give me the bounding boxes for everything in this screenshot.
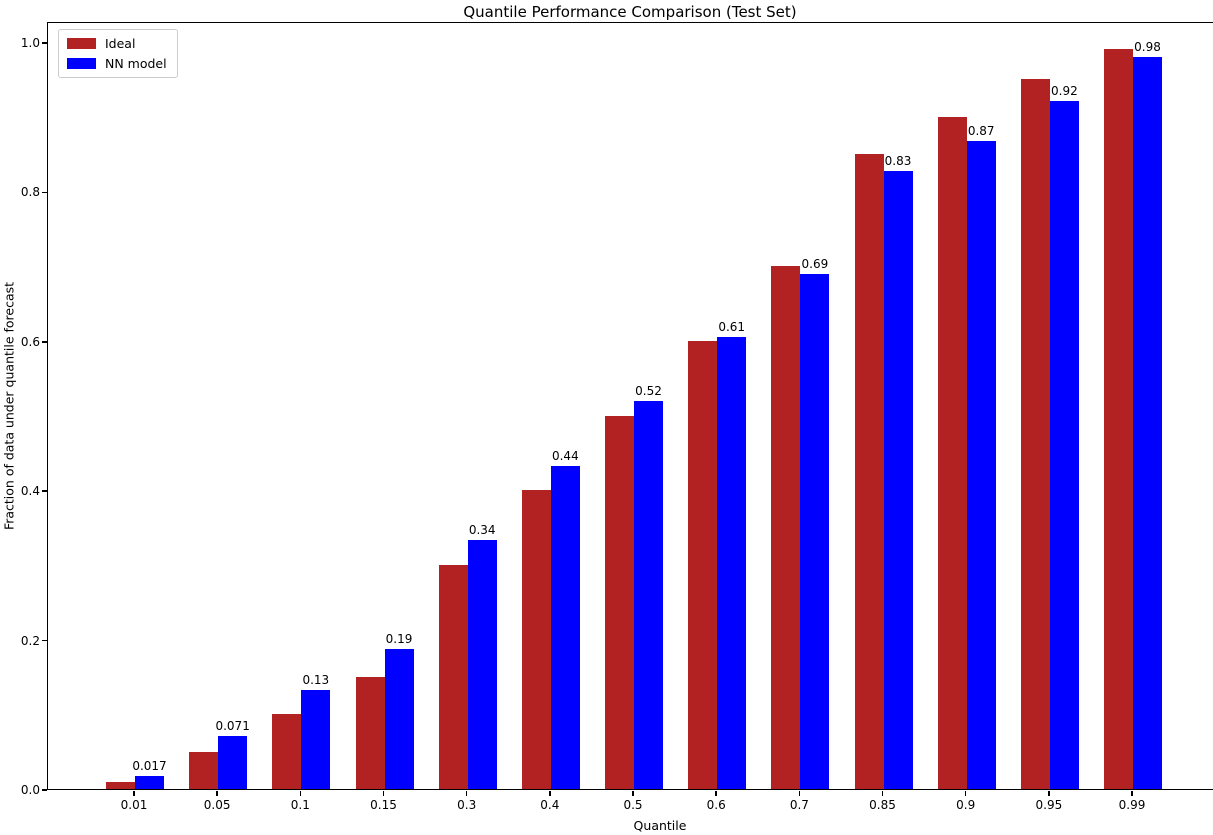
x-tick-mark	[382, 791, 385, 796]
ideal-bar	[605, 415, 635, 789]
ideal-bar	[272, 714, 302, 789]
ideal-bar	[438, 564, 468, 789]
x-tick-label: 0.01	[120, 798, 148, 812]
y-tick-label: 0.6	[20, 334, 40, 349]
nn-model-bar	[384, 648, 414, 789]
nn-model-bar	[966, 140, 996, 789]
nn-model-bar	[467, 539, 497, 789]
y-tick-label: 0.8	[20, 185, 40, 200]
bar-value-label: 0.34	[468, 522, 496, 537]
y-tick-mark	[42, 789, 47, 791]
legend-swatch-icon	[67, 38, 96, 49]
y-tick-mark	[42, 490, 47, 492]
legend-item: Ideal	[67, 36, 167, 51]
nn-model-bar	[218, 735, 248, 789]
x-axis-label: Quantile	[633, 818, 687, 833]
x-tick-mark	[1131, 791, 1133, 796]
x-tick-label: 0.5	[623, 798, 643, 812]
x-tick-label: 0.85	[869, 798, 896, 812]
x-tick-mark	[632, 791, 634, 796]
x-tick-label: 0.15	[370, 798, 397, 812]
legend-swatch-icon	[67, 58, 96, 69]
bar-value-label: 0.13	[302, 673, 330, 688]
nn-model-bar	[1049, 101, 1079, 789]
nn-model-bar	[883, 171, 913, 789]
x-tick-label: 0.7	[789, 798, 809, 812]
bar-value-label: 0.071	[215, 718, 250, 733]
y-tick-mark	[42, 639, 47, 642]
legend: Ideal NN model	[58, 29, 178, 78]
y-tick-label: 0.4	[20, 484, 40, 499]
x-tick-label: 0.9	[956, 798, 976, 812]
ideal-bar	[1020, 79, 1050, 789]
nn-model-bar	[800, 273, 830, 789]
bar-value-label: 0.19	[385, 631, 413, 646]
legend-label: Ideal	[105, 36, 136, 51]
x-tick-label: 0.4	[540, 798, 560, 812]
x-tick-mark	[798, 791, 801, 796]
x-tick-mark	[465, 791, 468, 796]
nn-model-bar	[634, 400, 664, 789]
bar-value-label: 0.83	[884, 154, 912, 169]
x-tick-label: 0.05	[203, 798, 231, 812]
bar-value-label: 0.87	[967, 123, 995, 138]
plot-area: Ideal NN model 0.017 0.071 0.13 0.19 0.34 0.44…	[47, 22, 1213, 790]
bar-value-label: 0.44	[551, 448, 579, 463]
x-tick-mark	[715, 791, 717, 796]
nn-model-bar	[301, 690, 331, 789]
y-tick-label: 0.0	[20, 783, 40, 797]
x-tick-mark	[964, 791, 967, 796]
legend-label: NN model	[105, 56, 167, 71]
x-tick-label: 0.95	[1035, 798, 1063, 812]
x-tick-label: 0.1	[290, 798, 310, 812]
ideal-bar	[854, 154, 884, 789]
y-tick-label: 0.2	[20, 633, 40, 648]
nn-model-bar	[717, 337, 747, 789]
bar-value-label: 0.52	[635, 383, 662, 398]
x-tick-mark	[1048, 791, 1050, 796]
ideal-bar	[688, 340, 718, 789]
y-tick-mark	[42, 341, 47, 343]
bar-value-label: 0.69	[801, 256, 829, 271]
bar-value-label: 0.017	[132, 759, 167, 774]
ideal-bar	[771, 266, 801, 789]
y-tick-mark	[42, 191, 47, 194]
ideal-bar	[937, 116, 967, 789]
x-tick-label: 0.99	[1118, 798, 1146, 812]
nn-model-bar	[1133, 56, 1163, 789]
x-tick-mark	[133, 791, 135, 796]
nn-model-bar	[550, 465, 580, 789]
y-axis-label: Fraction of data under quantile forecast	[1, 281, 17, 531]
bar-value-label: 0.98	[1134, 39, 1161, 54]
ideal-bar	[1104, 49, 1134, 789]
x-tick-label: 0.6	[706, 798, 726, 812]
x-tick-mark	[549, 791, 551, 796]
chart-title: Quantile Performance Comparison (Test Se…	[463, 3, 797, 21]
bar-value-label: 0.61	[718, 320, 746, 335]
y-tick-label: 1.0	[20, 36, 40, 50]
legend-item: NN model	[67, 56, 167, 71]
ideal-bar	[355, 676, 385, 789]
ideal-bar	[189, 751, 219, 789]
x-tick-label: 0.3	[457, 798, 477, 812]
x-tick-mark	[881, 791, 884, 796]
ideal-bar	[106, 781, 135, 789]
bar-value-label: 0.92	[1051, 84, 1078, 99]
ideal-bar	[521, 490, 551, 789]
x-tick-mark	[216, 791, 218, 796]
y-tick-mark	[42, 42, 47, 44]
x-tick-mark	[299, 791, 302, 796]
nn-model-bar	[135, 776, 164, 789]
